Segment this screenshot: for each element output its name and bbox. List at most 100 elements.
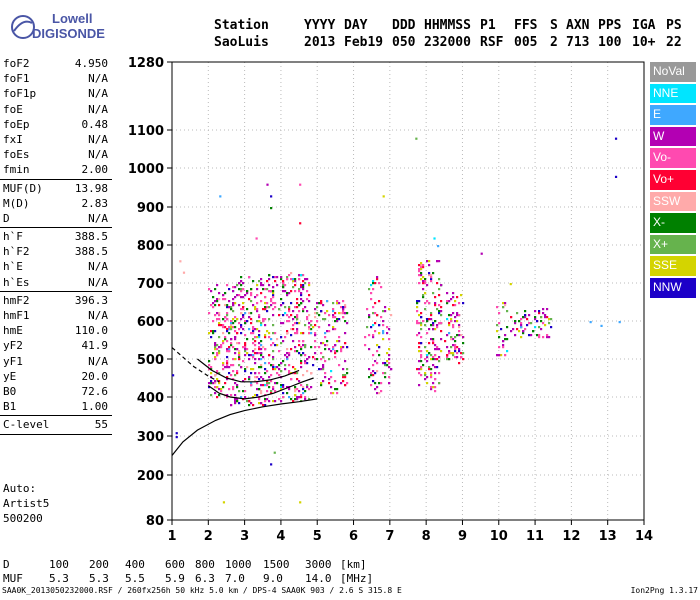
- echo-point: [372, 334, 375, 337]
- echo-point: [276, 344, 279, 347]
- echo-point: [222, 342, 225, 345]
- echo-point: [224, 320, 227, 323]
- echo-point: [454, 346, 457, 349]
- echo-point: [238, 350, 241, 353]
- echo-point: [272, 342, 275, 345]
- echo-point: [430, 354, 433, 357]
- echo-point: [244, 346, 247, 349]
- trace-curve: [171, 347, 220, 383]
- echo-point: [288, 370, 291, 373]
- echo-point: [280, 298, 283, 301]
- echo-point: [290, 348, 293, 351]
- echo-point: [454, 320, 457, 323]
- echo-point: [286, 314, 289, 317]
- echo-point: [262, 404, 265, 407]
- echo-point: [292, 328, 295, 331]
- echo-point: [520, 324, 523, 327]
- echo-point: [250, 372, 253, 375]
- echo-point: [504, 302, 507, 305]
- echo-point: [264, 324, 267, 327]
- echo-point: [388, 358, 391, 361]
- echo-point: [258, 352, 261, 355]
- echo-point: [234, 394, 237, 397]
- echo-point: [288, 320, 291, 323]
- echo-point: [280, 336, 283, 339]
- legend-item: NNW: [650, 277, 696, 298]
- echo-point: [286, 348, 289, 351]
- param-name: h`Es: [3, 275, 30, 289]
- echo-point: [502, 344, 505, 347]
- param-row: C-level 55: [0, 417, 112, 432]
- echo-point: [372, 380, 375, 383]
- echo-point: [434, 366, 437, 369]
- echo-point: [384, 364, 387, 367]
- echo-point: [286, 292, 289, 295]
- echo-point: [226, 394, 229, 397]
- echo-point: [264, 302, 267, 305]
- echo-point: [224, 298, 227, 301]
- echo-point: [338, 340, 341, 343]
- echo-point: [342, 316, 345, 319]
- echo-point: [446, 356, 449, 359]
- header-value: RSF: [480, 35, 504, 50]
- echo-point: [440, 300, 443, 303]
- echo-point: [388, 338, 391, 341]
- echo-point: [368, 376, 371, 379]
- plot-frame: [171, 61, 645, 521]
- echo-point: [344, 376, 347, 379]
- echo-point: [422, 294, 425, 297]
- echo-point: [432, 356, 435, 359]
- echo-point: [530, 334, 533, 337]
- echo-point: [426, 320, 429, 323]
- echo-point: [502, 340, 505, 343]
- echo-point: [312, 356, 315, 359]
- echo-point: [260, 300, 263, 303]
- echo-point: [266, 280, 269, 283]
- echo-point: [224, 326, 227, 329]
- echo-point: [328, 382, 331, 385]
- echo-point: [462, 352, 465, 355]
- echo-point: [216, 298, 219, 301]
- echo-point: [260, 392, 263, 395]
- echo-point: [284, 306, 287, 309]
- echo-point: [236, 372, 239, 375]
- echo-point: [382, 310, 385, 313]
- echo-point: [260, 402, 263, 405]
- echo-point: [366, 326, 369, 329]
- echo-point: [376, 362, 379, 365]
- echo-point: [256, 308, 259, 311]
- echo-point: [264, 336, 267, 339]
- echo-point: [450, 298, 453, 301]
- param-row: yE 20.0: [0, 369, 112, 384]
- legend-item: SSE: [650, 256, 696, 276]
- echo-point: [546, 308, 549, 311]
- echo-point: [226, 364, 229, 367]
- x-tick-label: 14: [635, 529, 653, 544]
- echo-point: [232, 370, 235, 373]
- echo-point: [338, 364, 341, 367]
- echo-point: [256, 302, 259, 305]
- echo-point: [318, 314, 321, 317]
- echo-point: [260, 384, 263, 387]
- echo-point: [210, 304, 213, 307]
- param-name: fmin: [3, 163, 30, 177]
- echo-point: [382, 332, 385, 335]
- echo-point: [346, 372, 349, 375]
- echo-point-outlier: [614, 137, 618, 140]
- echo-point: [292, 400, 295, 403]
- echo-point: [524, 316, 527, 319]
- echo-point: [252, 396, 255, 399]
- echo-point: [258, 358, 261, 361]
- param-name: MUF(D): [3, 181, 43, 195]
- echo-point: [238, 322, 241, 325]
- echo-point: [238, 354, 241, 357]
- echo-points: [172, 137, 621, 504]
- x-tick-label: 1: [167, 529, 176, 544]
- echo-point: [424, 378, 427, 381]
- echo-point: [234, 374, 237, 377]
- legend-item: Vo-: [650, 148, 696, 168]
- echo-point: [514, 320, 517, 323]
- echo-point: [300, 396, 303, 399]
- echo-point: [324, 360, 327, 363]
- echo-point: [378, 346, 381, 349]
